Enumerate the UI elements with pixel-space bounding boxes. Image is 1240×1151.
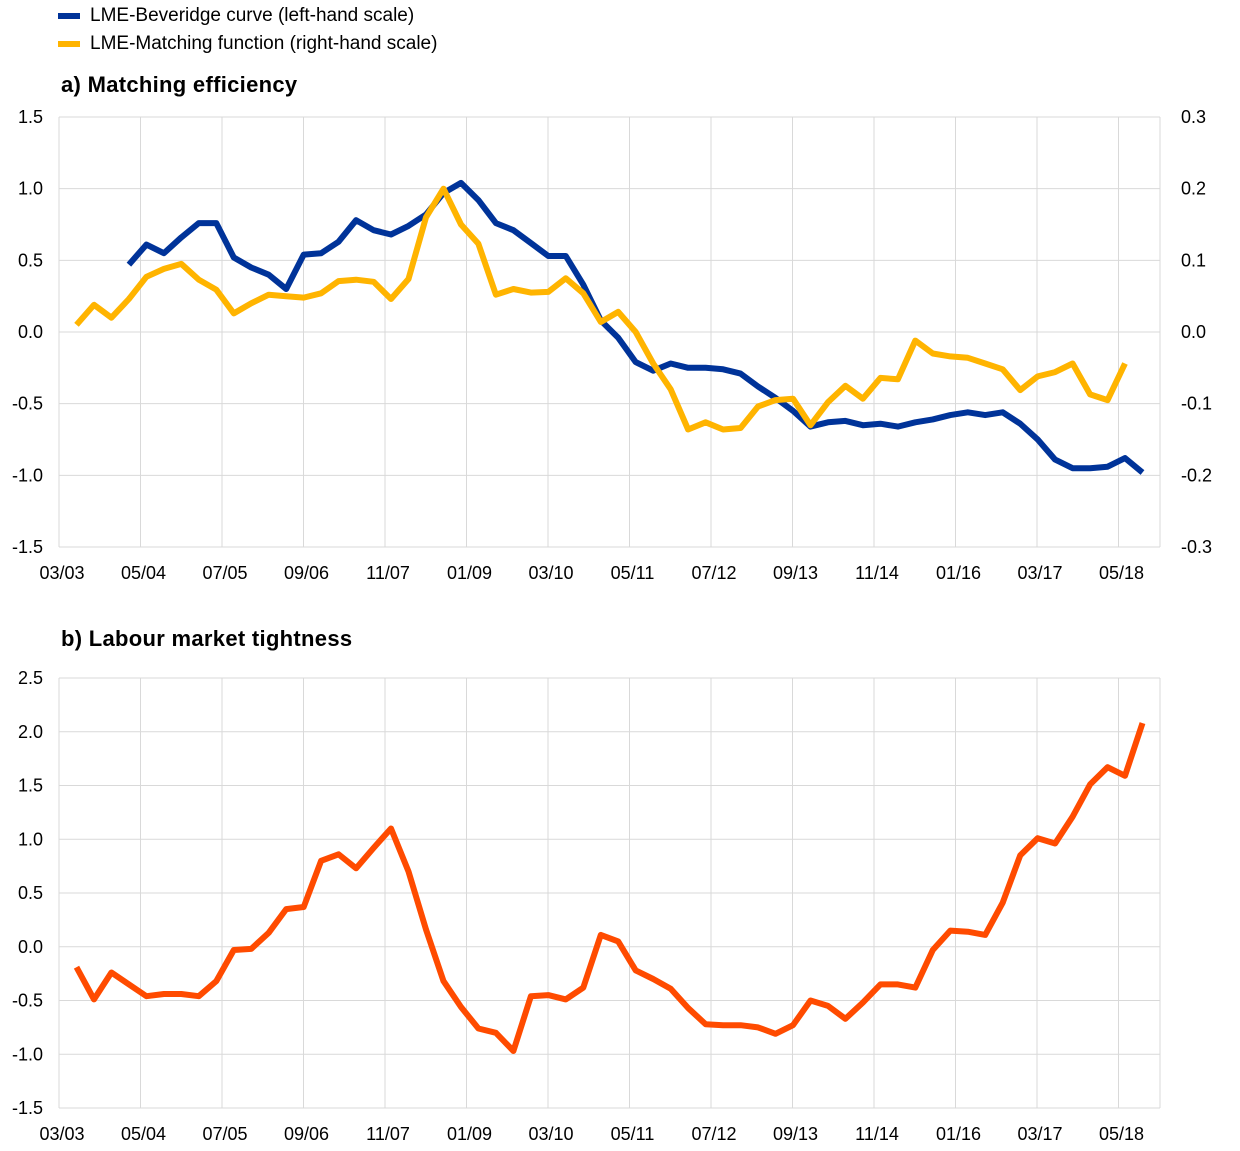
legend-swatch-beveridge xyxy=(58,13,80,19)
panel-b-title: b) Labour market tightness xyxy=(61,626,353,651)
y-left-tick-label: 2.5 xyxy=(18,668,43,688)
panel-a-title: a) Matching efficiency xyxy=(61,72,298,97)
x-tick-label: 05/18 xyxy=(1099,563,1144,583)
x-tick-label: 01/16 xyxy=(936,563,981,583)
x-tick-label: 11/07 xyxy=(366,1124,410,1144)
y-right-tick-label: 0.3 xyxy=(1181,107,1206,127)
x-tick-label: 01/16 xyxy=(936,1124,981,1144)
x-tick-label: 09/06 xyxy=(284,1124,329,1144)
legend: LME-Beveridge curve (left-hand scale) LM… xyxy=(58,2,437,58)
y-left-tick-label: -0.5 xyxy=(12,394,43,414)
x-tick-label: 09/06 xyxy=(284,563,329,583)
x-tick-label: 09/13 xyxy=(773,563,818,583)
x-tick-label: 03/03 xyxy=(39,1124,84,1144)
x-tick-label: 01/09 xyxy=(447,563,492,583)
y-left-tick-label: 2.0 xyxy=(18,722,43,742)
y-left-tick-label: 0.0 xyxy=(18,937,43,957)
y-left-tick-label: 1.0 xyxy=(18,179,43,199)
y-left-tick-label: 1.5 xyxy=(18,776,43,796)
x-tick-label: 01/09 xyxy=(447,1124,492,1144)
x-tick-label: 11/14 xyxy=(855,563,899,583)
x-tick-label: 11/07 xyxy=(366,563,410,583)
legend-label-matching: LME-Matching function (right-hand scale) xyxy=(90,33,438,54)
x-tick-label: 03/17 xyxy=(1017,563,1062,583)
legend-swatch-matching xyxy=(58,41,80,47)
y-left-tick-label: -1.5 xyxy=(12,1098,43,1118)
y-left-tick-label: -0.5 xyxy=(12,991,43,1011)
y-left-tick-label: 1.0 xyxy=(18,829,43,849)
x-tick-label: 07/12 xyxy=(691,1124,736,1144)
y-left-tick-label: 0.5 xyxy=(18,250,43,270)
x-tick-label: 03/17 xyxy=(1017,1124,1062,1144)
y-left-tick-label: -1.0 xyxy=(12,465,43,485)
y-left-tick-label: -1.5 xyxy=(12,537,43,557)
legend-item-matching: LME-Matching function (right-hand scale) xyxy=(58,30,437,58)
x-tick-label: 05/11 xyxy=(611,563,655,583)
series-line-beveridge xyxy=(126,179,1145,475)
legend-label-beveridge: LME-Beveridge curve (left-hand scale) xyxy=(90,5,415,26)
y-left-tick-label: 0.5 xyxy=(18,883,43,903)
x-tick-label: 03/10 xyxy=(528,563,573,583)
series-line-matching xyxy=(74,185,1128,433)
x-tick-label: 07/05 xyxy=(202,563,247,583)
x-tick-label: 11/14 xyxy=(855,1124,899,1144)
y-left-tick-label: 1.5 xyxy=(18,107,43,127)
x-tick-label: 09/13 xyxy=(773,1124,818,1144)
y-right-tick-label: -0.3 xyxy=(1181,537,1212,557)
y-right-tick-label: 0.2 xyxy=(1181,179,1206,199)
y-left-tick-label: -1.0 xyxy=(12,1044,43,1064)
x-tick-label: 05/04 xyxy=(121,563,166,583)
x-tick-label: 05/04 xyxy=(121,1124,166,1144)
x-tick-label: 03/10 xyxy=(528,1124,573,1144)
y-right-tick-label: 0.1 xyxy=(1181,250,1206,270)
y-right-tick-label: -0.1 xyxy=(1181,394,1212,414)
legend-item-beveridge: LME-Beveridge curve (left-hand scale) xyxy=(58,2,437,30)
y-right-tick-label: 0.0 xyxy=(1181,322,1206,342)
x-tick-label: 05/18 xyxy=(1099,1124,1144,1144)
y-right-tick-label: -0.2 xyxy=(1181,465,1212,485)
x-tick-label: 03/03 xyxy=(39,563,84,583)
x-tick-label: 07/05 xyxy=(202,1124,247,1144)
series-line-tightness xyxy=(73,722,1146,1054)
y-left-tick-label: 0.0 xyxy=(18,322,43,342)
x-tick-label: 07/12 xyxy=(691,563,736,583)
x-tick-label: 05/11 xyxy=(611,1124,655,1144)
